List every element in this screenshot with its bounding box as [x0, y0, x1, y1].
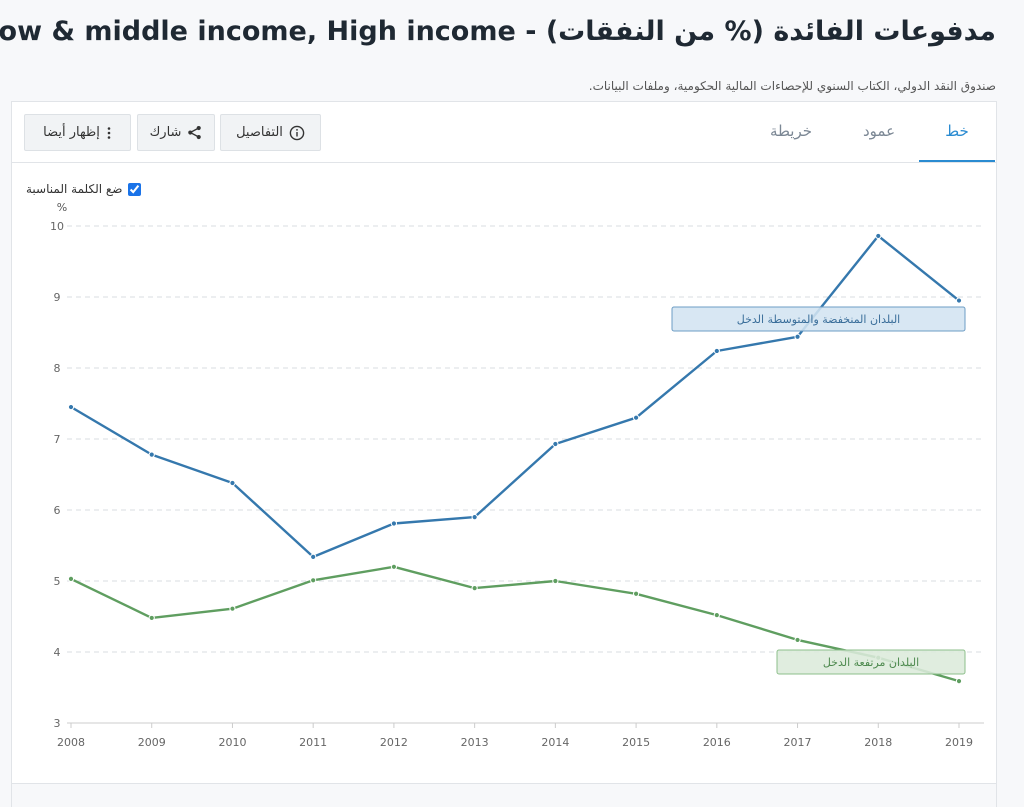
y-tick-label: 10	[50, 220, 64, 233]
data-point-low-middle-income	[229, 479, 236, 487]
series-label-high-income-box	[776, 649, 966, 675]
details-button-label: التفاصيل	[236, 125, 283, 140]
more-vertical-icon	[106, 126, 112, 140]
data-point-low-middle-income	[875, 232, 882, 240]
y-tick-label: 6	[54, 504, 61, 517]
x-tick-label: 2014	[541, 736, 569, 749]
series-label-low-middle-income: البلدان المنخفضة والمتوسطة الدخل	[737, 313, 901, 326]
data-point-low-middle-income	[471, 514, 478, 521]
x-tick-label: 2011	[299, 736, 327, 749]
x-tick-label: 2012	[380, 736, 408, 749]
data-point-high-income	[955, 678, 963, 685]
x-tick-label: 2013	[461, 736, 489, 749]
data-point-high-income	[794, 636, 801, 644]
share-button[interactable]: شارك	[137, 114, 215, 151]
share-button-label: شارك	[149, 125, 182, 140]
x-tick-label: 2008	[57, 736, 85, 749]
x-tick-label: 2015	[622, 736, 650, 749]
data-point-high-income	[229, 605, 236, 612]
data-point-high-income	[552, 577, 559, 585]
x-tick-label: 2018	[864, 736, 892, 749]
series-label-low-middle-income-box	[671, 306, 966, 332]
data-point-low-middle-income	[310, 553, 317, 560]
x-tick-label: 2010	[218, 736, 246, 749]
info-icon	[289, 125, 305, 141]
label-checkbox[interactable]	[128, 182, 142, 196]
data-point-low-middle-income	[148, 451, 155, 458]
data-point-low-middle-income	[390, 520, 398, 527]
label-toggle-text: ضع الكلمة المناسبة	[26, 182, 123, 196]
data-point-high-income	[148, 614, 155, 622]
show-more-button-label: إظهار أيضا	[43, 125, 100, 140]
series-label-high-income: البلدان مرتفعة الدخل	[823, 656, 919, 669]
line-chart: % 3 4 5 6 7 8 9 10 2008 2009 2010 2011 2012 2013 2014 20…	[50, 201, 984, 749]
x-tick-label: 2017	[784, 736, 812, 749]
data-source: صندوق النقد الدولي، الكتاب السنوي للإحصا…	[588, 79, 996, 93]
details-button[interactable]: التفاصيل	[220, 114, 321, 151]
x-tick-label: 2019	[945, 736, 973, 749]
y-tick-label: 4	[54, 646, 61, 659]
data-point-high-income	[390, 563, 398, 570]
tab-map[interactable]: خريطة	[769, 122, 813, 140]
page-title: مدفوعات الفائدة (% من النفقات) - Low & m…	[0, 16, 996, 47]
x-tick-label: 2009	[138, 736, 166, 749]
y-tick-label: 8	[54, 362, 61, 375]
data-point-low-middle-income	[552, 440, 559, 448]
y-tick-label: 9	[54, 291, 61, 304]
label-toggle[interactable]: ضع الكلمة المناسبة	[26, 182, 142, 196]
data-point-high-income	[632, 590, 640, 597]
bottom-strip	[12, 783, 996, 807]
data-point-low-middle-income	[632, 414, 640, 421]
share-icon	[187, 125, 202, 140]
series-line-high-income	[70, 565, 960, 683]
y-tick-label: 3	[54, 717, 61, 730]
data-point-high-income	[67, 575, 75, 582]
data-point-low-middle-income	[794, 333, 801, 340]
chart-toolbar: خط عمود خريطة التفاصيل	[12, 102, 996, 163]
data-point-low-middle-income	[67, 403, 75, 411]
series-line-low-middle-income	[70, 234, 960, 559]
x-tick-label: 2016	[703, 736, 731, 749]
data-point-low-middle-income	[955, 297, 963, 304]
tab-line[interactable]: خط	[919, 102, 995, 162]
tab-bar[interactable]: عمود	[862, 122, 896, 140]
data-point-high-income	[310, 577, 317, 584]
y-axis-unit-label: %	[57, 201, 67, 214]
data-point-low-middle-income	[713, 347, 720, 355]
data-point-high-income	[713, 611, 720, 619]
show-more-button[interactable]: إظهار أيضا	[24, 114, 131, 151]
y-tick-label: 5	[54, 575, 61, 588]
data-point-high-income	[471, 585, 478, 592]
chart-panel: خط عمود خريطة التفاصيل	[11, 101, 997, 807]
y-tick-label: 7	[54, 433, 61, 446]
